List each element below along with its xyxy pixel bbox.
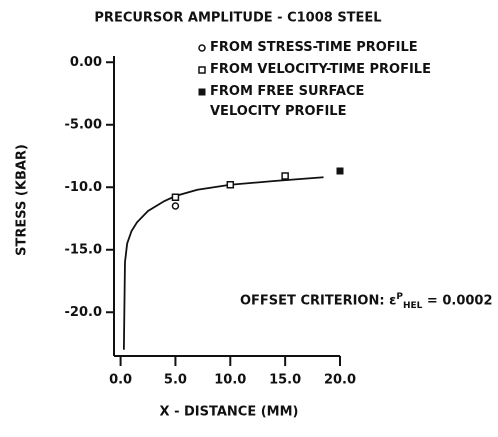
x-tick-label: 15.0 xyxy=(269,373,301,388)
x-tick-label: 10.0 xyxy=(214,373,246,388)
chart-title: PRECURSOR AMPLITUDE - C1008 STEEL xyxy=(94,11,381,26)
data-point xyxy=(171,193,180,201)
y-tick-label: -15.0 xyxy=(65,242,102,257)
legend-label: FROM VELOCITY-TIME PROFILE xyxy=(210,62,431,77)
fit-curve xyxy=(122,176,324,350)
data-point xyxy=(171,202,180,210)
annotation-symbol: ε xyxy=(389,293,397,309)
data-point xyxy=(226,181,235,189)
data-point xyxy=(198,44,206,52)
data-point xyxy=(336,167,344,175)
x-tick-label: 0.0 xyxy=(109,373,132,388)
y-tick-label: -5.00 xyxy=(65,117,102,132)
annotation-text: OFFSET CRITERION: xyxy=(240,293,385,309)
y-tick-label: -10.0 xyxy=(65,180,102,195)
x-tick-label: 5.0 xyxy=(164,373,187,388)
annotation-sup: P xyxy=(396,292,403,302)
annotation-sub: HEL xyxy=(402,300,423,311)
x-axis-label: X - DISTANCE (MM) xyxy=(160,405,299,420)
y-axis-label: STRESS (KBAR) xyxy=(15,144,30,256)
annotation-relation: = xyxy=(426,293,438,309)
annotation: OFFSET CRITERION: εPHEL = 0.0002 xyxy=(240,292,493,311)
legend-label: FROM FREE SURFACE VELOCITY PROFILE xyxy=(210,84,365,119)
annotation-value: 0.0002 xyxy=(442,293,493,309)
x-tick-label: 20.0 xyxy=(324,373,356,388)
data-point xyxy=(281,172,289,180)
legend-label: FROM STRESS-TIME PROFILE xyxy=(210,40,418,55)
data-point xyxy=(198,88,206,96)
y-tick-label: -20.0 xyxy=(65,305,102,320)
data-point xyxy=(198,66,206,74)
y-tick-label: 0.00 xyxy=(70,55,102,70)
